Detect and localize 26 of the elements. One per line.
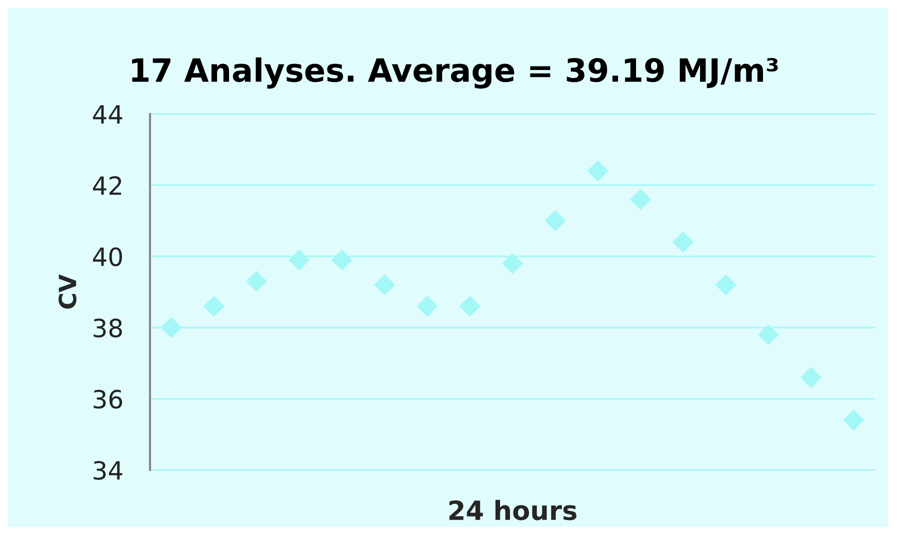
point bbox=[630, 188, 651, 210]
point bbox=[843, 410, 864, 431]
point bbox=[331, 249, 352, 270]
point bbox=[160, 317, 182, 338]
y-axis-title: CV bbox=[58, 274, 76, 309]
point bbox=[800, 366, 822, 388]
point bbox=[502, 252, 524, 274]
point bbox=[544, 210, 566, 232]
point bbox=[715, 274, 736, 296]
point bbox=[416, 296, 438, 317]
y-tick-label: 36 bbox=[94, 390, 122, 409]
chart-title: 17 Analyses. Average = 39.19 MJ/m³ bbox=[132, 57, 778, 89]
x-axis-title: 24 hours bbox=[449, 500, 576, 520]
point bbox=[203, 296, 225, 317]
point bbox=[288, 249, 310, 270]
y-tick-label: 34 bbox=[94, 460, 122, 480]
point bbox=[587, 160, 608, 182]
point bbox=[672, 232, 694, 253]
y-tick-label: 42 bbox=[93, 176, 122, 195]
point bbox=[758, 324, 779, 346]
point bbox=[459, 296, 480, 317]
y-tick-label: 38 bbox=[94, 318, 122, 338]
point bbox=[374, 274, 396, 296]
y-tick-label: 40 bbox=[93, 247, 122, 266]
point bbox=[246, 270, 268, 292]
y-tick-label: 44 bbox=[93, 105, 122, 124]
